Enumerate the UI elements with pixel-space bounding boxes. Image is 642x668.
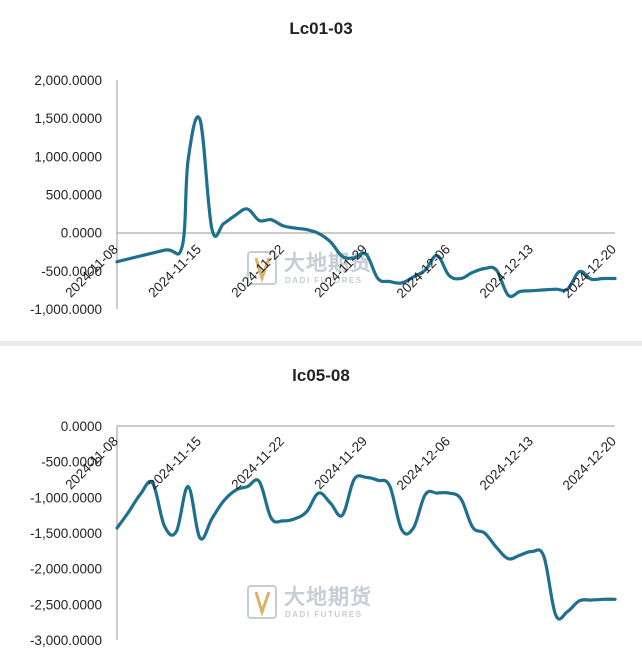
x-tick-label: 2024-12-13: [477, 434, 536, 493]
y-tick-label: -500.0000: [41, 455, 102, 470]
x-tick-label: 2024-12-20: [560, 242, 619, 301]
x-tick-label: 2024-12-06: [394, 242, 453, 301]
logo-frame-icon: [247, 585, 277, 619]
x-tick-label: 2024-11-22: [228, 434, 287, 493]
y-tick-label: -1,000.0000: [30, 302, 102, 317]
x-tick-label: 2024-11-22: [228, 242, 287, 301]
y-tick-label: -2,500.0000: [30, 597, 102, 612]
y-tick-label: -1,000.0000: [30, 490, 102, 505]
x-tick-label: 2024-11-15: [145, 434, 204, 493]
series-line: [115, 115, 617, 299]
x-tick-label: 2024-11-15: [145, 242, 204, 301]
y-tick-label: 2,000.0000: [34, 73, 102, 88]
chart-title: Lc01-03: [289, 19, 352, 38]
y-tick-label: 0.0000: [61, 226, 102, 241]
chart-panel-lc05-08: lc05-08 大地期货 DADI FUTURES 0.0000 -500.0000 -1…: [0, 346, 642, 668]
y-tick-label: -1,500.0000: [30, 526, 102, 541]
y-tick-label: -2,000.0000: [30, 562, 102, 577]
logo-frame-icon: [247, 251, 277, 285]
y-tick-label: 1,500.0000: [34, 111, 102, 126]
watermark-text: 大地期货: [284, 585, 372, 609]
y-tick-label: -500.0000: [41, 264, 102, 279]
y-tick-label: 0.0000: [61, 419, 102, 434]
y-tick-label: 500.0000: [46, 188, 102, 203]
panel-divider: [0, 341, 642, 346]
watermark-subtext: DADI FUTURES: [285, 276, 363, 285]
x-tick-label: 2024-11-29: [311, 434, 370, 493]
logo-mark-icon: [254, 257, 271, 283]
watermark-subtext: DADI FUTURES: [285, 610, 363, 619]
series-line: [115, 474, 617, 621]
x-tick-label: 2024-12-20: [560, 434, 619, 493]
logo-mark-icon: [254, 591, 271, 617]
y-tick-label: -3,000.0000: [30, 633, 102, 648]
chart-panel-lc01-03: Lc01-03 大地期货 DADI FUTURES 2,000.0000 1,500.0…: [29, 19, 620, 317]
x-tick-label: 2024-12-06: [394, 434, 453, 493]
chart-title: lc05-08: [292, 366, 350, 385]
watermark-text: 大地期货: [284, 251, 372, 275]
y-tick-label: 1,000.0000: [34, 149, 102, 164]
